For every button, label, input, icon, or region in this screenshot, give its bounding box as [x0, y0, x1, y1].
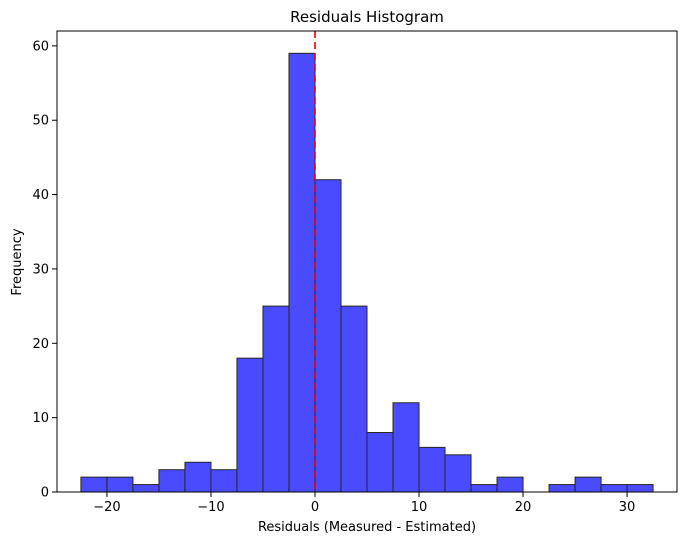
histogram-bar — [132, 484, 160, 493]
histogram-bar — [80, 476, 108, 493]
histogram-bar — [470, 484, 498, 493]
x-tick-label: 10 — [411, 500, 428, 515]
x-tick-label: 0 — [311, 500, 319, 515]
histogram-bar — [496, 476, 524, 493]
histogram-bar — [210, 469, 238, 493]
y-tick-label: 40 — [32, 188, 49, 203]
histogram-bar — [158, 469, 186, 493]
histogram-bar — [314, 179, 342, 493]
chart-title: Residuals Histogram — [290, 8, 444, 26]
histogram-bar — [626, 484, 654, 493]
histogram-bar — [288, 52, 316, 493]
plot-frame — [56, 30, 678, 493]
histogram-bar — [262, 305, 290, 493]
histogram-bar — [444, 454, 472, 493]
x-axis-ticks: −20 −10 0 10 20 30 — [93, 492, 635, 515]
y-tick-label: 10 — [32, 411, 49, 426]
histogram-bar — [392, 402, 420, 493]
y-axis-title: Frequency — [10, 228, 25, 295]
y-tick-label: 30 — [32, 262, 49, 277]
y-axis-ticks: 0 10 20 30 40 50 60 — [32, 39, 57, 501]
histogram-bars — [80, 52, 654, 493]
y-tick-label: 20 — [32, 337, 49, 352]
histogram-bar — [106, 476, 134, 493]
histogram-bar — [548, 484, 576, 493]
y-tick-label: 0 — [41, 486, 49, 501]
histogram-bar — [184, 461, 212, 493]
x-tick-label: −10 — [197, 500, 224, 515]
histogram-bar — [574, 476, 602, 493]
histogram-bar — [366, 432, 394, 493]
x-tick-label: −20 — [93, 500, 120, 515]
histogram-bar — [340, 305, 368, 493]
y-tick-label: 60 — [32, 39, 49, 54]
histogram-bar — [418, 446, 446, 493]
histogram-bar — [600, 484, 628, 493]
histogram-bar — [236, 357, 264, 493]
y-tick-label: 50 — [32, 114, 49, 129]
x-axis-title: Residuals (Measured - Estimated) — [258, 520, 476, 535]
x-tick-label: 30 — [619, 500, 636, 515]
x-tick-label: 20 — [515, 500, 532, 515]
